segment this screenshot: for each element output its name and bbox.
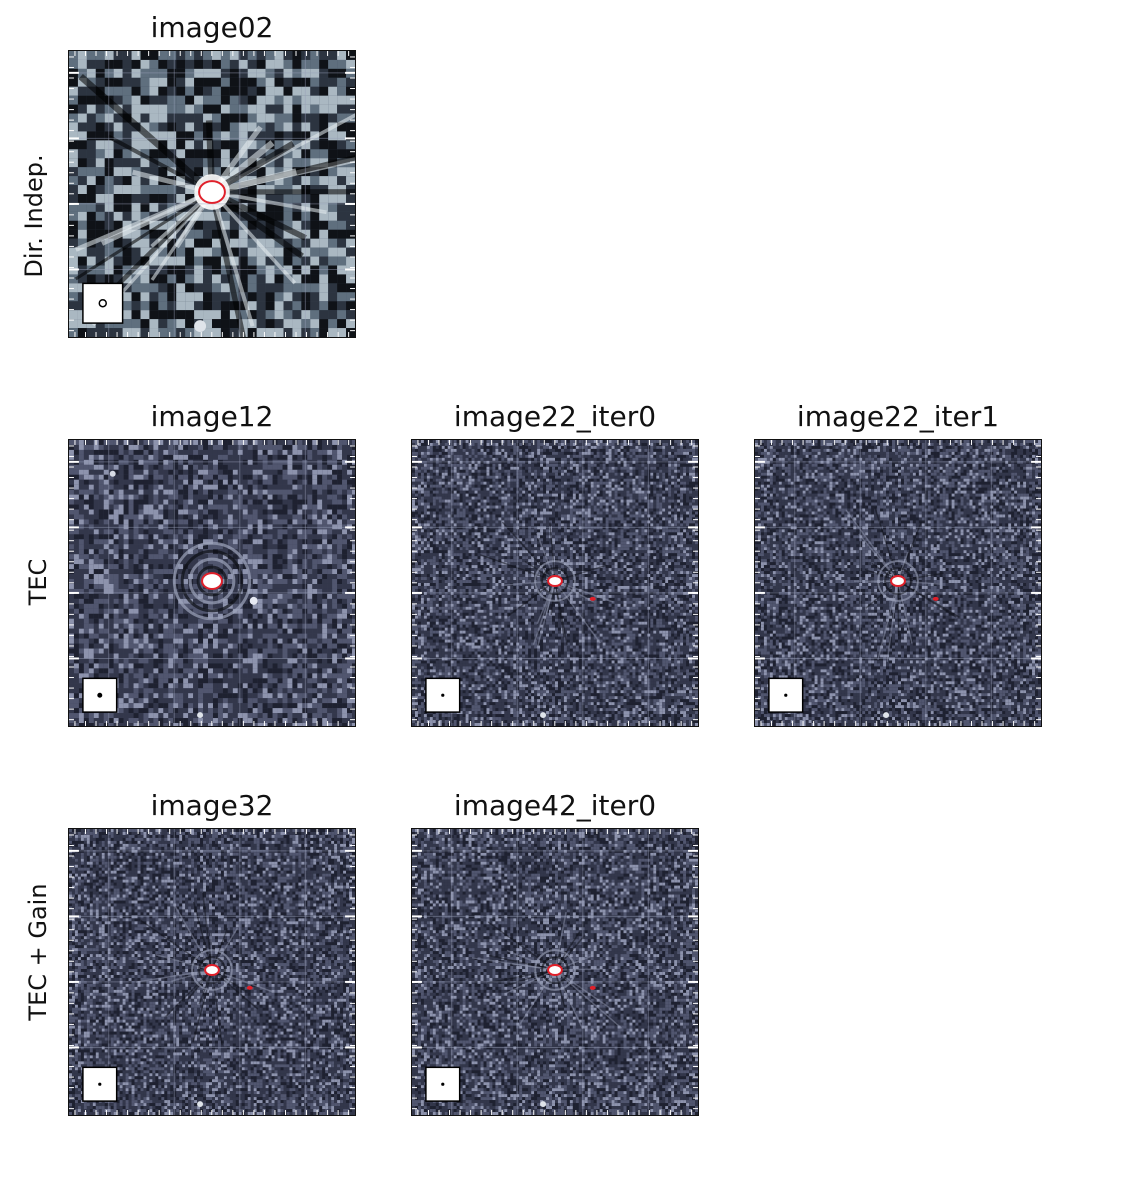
panel-image42-iter0: image42_iter0 <box>411 790 699 1116</box>
source-contour <box>890 575 906 587</box>
source-contour <box>198 180 226 204</box>
sky-image-canvas <box>69 829 355 1115</box>
sky-image-canvas <box>69 51 355 337</box>
panel-title: image32 <box>68 790 356 822</box>
sky-image-canvas <box>412 440 698 726</box>
panel-title: image22_iter0 <box>411 401 699 433</box>
sky-image-canvas <box>755 440 1041 726</box>
secondary-source-contour <box>589 985 596 990</box>
row-label-dir-indep: Dir. Indep. <box>20 154 48 277</box>
panel-title: image02 <box>68 12 356 44</box>
sky-image-canvas <box>412 829 698 1115</box>
panel-image32: image32 <box>68 790 356 1116</box>
panel-image22-iter0: image22_iter0 <box>411 401 699 727</box>
sky-image <box>411 439 699 727</box>
row-label-tec-gain: TEC + Gain <box>24 883 52 1020</box>
source-contour <box>204 964 220 976</box>
sky-image-canvas <box>69 440 355 726</box>
source-contour <box>201 572 223 590</box>
panel-title: image12 <box>68 401 356 433</box>
panel-image22-iter1: image22_iter1 <box>754 401 1042 727</box>
panel-image12: image12 <box>68 401 356 727</box>
panel-title: image22_iter1 <box>754 401 1042 433</box>
secondary-source-contour <box>246 985 253 990</box>
sky-image <box>411 828 699 1116</box>
sky-image <box>68 439 356 727</box>
sky-image <box>68 50 356 338</box>
source-contour <box>547 964 563 976</box>
panel-title: image42_iter0 <box>411 790 699 822</box>
secondary-source-contour <box>932 596 939 601</box>
sky-image <box>68 828 356 1116</box>
row-label-tec: TEC <box>24 559 52 606</box>
sky-image <box>754 439 1042 727</box>
secondary-source-contour <box>589 596 596 601</box>
source-contour <box>547 575 563 587</box>
panel-image02: image02 <box>68 12 356 338</box>
